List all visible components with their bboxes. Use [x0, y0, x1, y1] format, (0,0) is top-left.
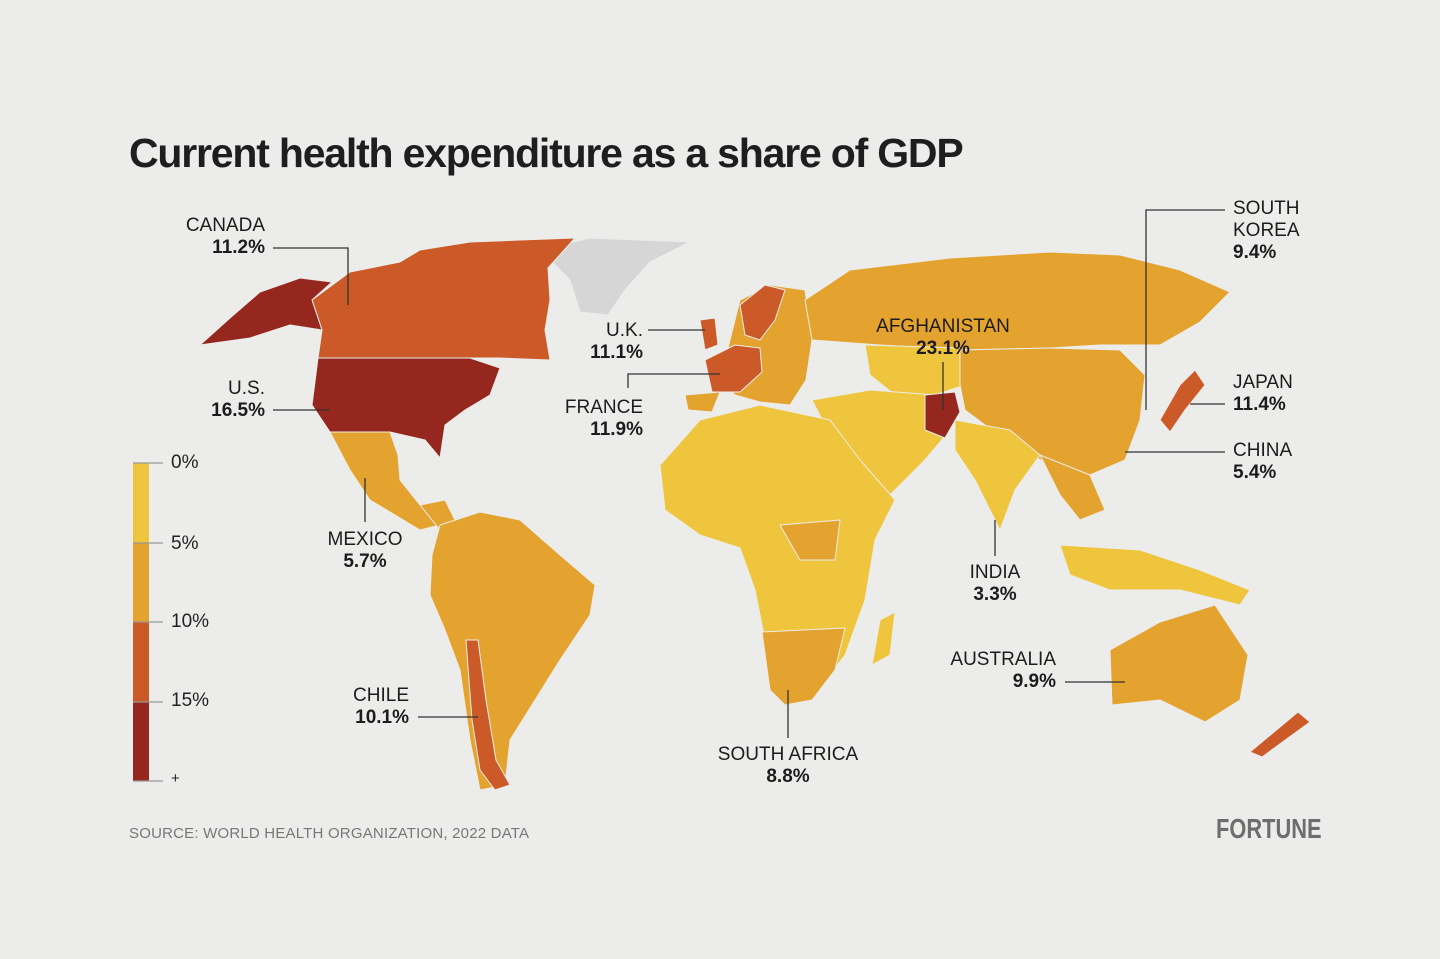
region-afghanistan: [924, 391, 961, 439]
label-france: FRANCE 11.9%: [564, 397, 643, 440]
region-indonesia: [1059, 544, 1251, 606]
region-japan: [1159, 369, 1206, 433]
region-southern-africa: [761, 627, 846, 706]
legend-bin-15-plus: [133, 702, 149, 781]
leader-canada: [273, 247, 349, 305]
region-chile: [465, 639, 511, 791]
label-mexico: MEXICO 5.7%: [327, 529, 403, 572]
region-new-zealand: [1249, 711, 1311, 758]
region-madagascar: [871, 611, 896, 666]
label-chile: CHILE 10.1%: [353, 685, 409, 728]
label-canada: CANADA 11.2%: [185, 215, 265, 258]
legend-bin-5-10: [133, 543, 149, 622]
label-south-africa: SOUTH AFRICA 8.8%: [717, 744, 859, 787]
label-china: CHINA 5.4%: [1233, 440, 1293, 483]
chart-title: Current health expenditure as a share of…: [129, 130, 964, 176]
region-canada: [311, 237, 576, 361]
leader-france: [627, 373, 720, 388]
label-south-korea: SOUTH KOREA 9.4%: [1233, 198, 1300, 263]
legend-bin-0-5: [133, 463, 149, 543]
legend-bar: [133, 462, 163, 782]
region-greenland: [539, 237, 691, 316]
leader-south-korea: [1145, 209, 1225, 410]
legend-tick: +: [171, 770, 180, 787]
legend-tick: 0%: [171, 452, 199, 473]
fortune-logo: FORTUNE: [1216, 813, 1322, 844]
region-india: [954, 419, 1041, 531]
label-afghanistan: AFGHANISTAN 23.1%: [876, 316, 1010, 359]
region-france-germany: [704, 344, 763, 393]
label-japan: JAPAN 11.4%: [1233, 372, 1293, 415]
region-uk: [699, 317, 719, 351]
legend-tick: 5%: [171, 533, 199, 554]
label-australia: AUSTRALIA 9.9%: [950, 649, 1056, 692]
label-india: INDIA 3.3%: [969, 562, 1021, 605]
legend-tick: 10%: [171, 611, 210, 632]
region-central-africa: [779, 519, 841, 561]
region-australia: [1109, 604, 1249, 723]
region-russia: [804, 251, 1231, 351]
legend-tick: 15%: [171, 690, 210, 711]
region-mexico: [329, 431, 441, 531]
region-scandinavia: [739, 284, 786, 341]
region-iberia: [684, 391, 721, 413]
region-alaska: [199, 277, 333, 346]
label-us: U.S. 16.5%: [211, 378, 265, 421]
source-note: SOURCE: WORLD HEALTH ORGANIZATION, 2022 …: [129, 825, 530, 842]
region-se-asia: [1039, 454, 1106, 521]
region-south-america: [429, 511, 596, 791]
region-china: [959, 347, 1146, 476]
leader-lines: [273, 209, 1225, 738]
label-uk: U.K. 11.1%: [590, 320, 643, 363]
legend-bin-10-15: [133, 622, 149, 702]
